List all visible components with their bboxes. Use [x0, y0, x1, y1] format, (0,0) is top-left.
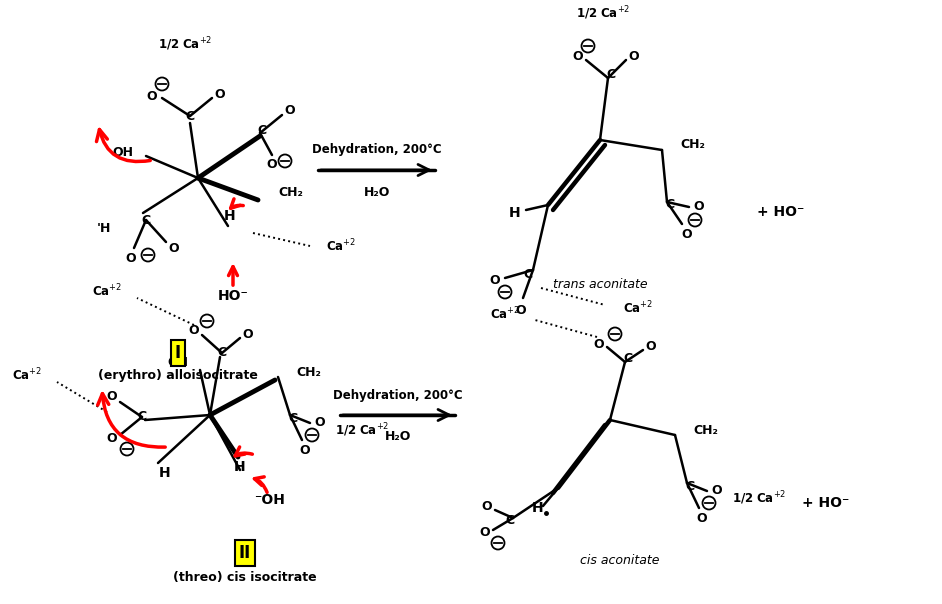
Text: C: C	[506, 515, 514, 527]
Text: Ca$^{+2}$: Ca$^{+2}$	[92, 283, 122, 300]
Text: C: C	[665, 199, 674, 211]
Text: O: O	[515, 303, 527, 316]
Text: O: O	[284, 104, 295, 118]
Text: Dehydration, 200°C: Dehydration, 200°C	[312, 144, 442, 156]
Text: O: O	[315, 417, 325, 429]
Text: 1/2 Ca$^{+2}$: 1/2 Ca$^{+2}$	[335, 421, 389, 439]
Text: Dehydration, 200°C: Dehydration, 200°C	[333, 388, 463, 402]
Text: CH₂: CH₂	[278, 185, 303, 199]
Text: O: O	[243, 329, 253, 341]
Text: C: C	[686, 480, 694, 492]
Text: OH: OH	[112, 147, 133, 159]
Text: O: O	[645, 341, 657, 353]
Text: ⁻OH: ⁻OH	[254, 493, 285, 507]
Text: O: O	[697, 513, 707, 525]
Text: O: O	[479, 527, 491, 539]
Text: O: O	[125, 251, 137, 265]
Text: I: I	[175, 344, 181, 362]
Text: C: C	[288, 411, 298, 425]
Text: CH₂: CH₂	[296, 365, 321, 379]
Text: H: H	[224, 209, 236, 223]
Text: CH₂: CH₂	[680, 138, 705, 152]
Text: C: C	[257, 124, 267, 138]
Text: H: H	[235, 460, 246, 474]
Text: (erythro) alloisocitrate: (erythro) alloisocitrate	[98, 370, 258, 382]
Text: Ca$^{+2}$: Ca$^{+2}$	[490, 306, 520, 323]
Text: Ca$^{+2}$: Ca$^{+2}$	[12, 367, 42, 384]
Text: O: O	[106, 432, 118, 446]
Text: C: C	[218, 347, 227, 359]
Text: H: H	[159, 466, 171, 480]
Text: H₂O: H₂O	[364, 185, 390, 199]
Text: C: C	[607, 68, 615, 82]
Text: C: C	[138, 411, 147, 423]
Text: 1/2 Ca$^{+2}$: 1/2 Ca$^{+2}$	[732, 489, 787, 507]
Text: C: C	[624, 353, 633, 365]
Text: trans aconitate: trans aconitate	[553, 278, 647, 292]
Text: O: O	[573, 50, 583, 62]
Text: C: C	[186, 109, 195, 123]
Text: H: H	[532, 501, 544, 515]
Text: 'H: 'H	[97, 222, 111, 234]
Text: O: O	[628, 50, 640, 62]
Text: O: O	[300, 445, 310, 457]
Text: H: H	[509, 206, 520, 220]
Text: O: O	[682, 228, 692, 240]
Text: O: O	[593, 338, 605, 350]
Text: HO⁻: HO⁻	[218, 289, 249, 303]
Text: O: O	[481, 500, 493, 513]
Text: O: O	[693, 201, 705, 213]
Text: + HO⁻: + HO⁻	[802, 496, 850, 510]
Text: O: O	[712, 484, 723, 498]
Text: O: O	[147, 89, 157, 103]
Text: O: O	[106, 391, 118, 403]
Text: CH₂: CH₂	[693, 423, 718, 437]
Text: O: O	[490, 274, 500, 286]
Text: O: O	[215, 88, 225, 100]
Text: Ca$^{+2}$: Ca$^{+2}$	[326, 238, 356, 254]
Text: II: II	[239, 544, 252, 562]
Text: 1/2 Ca$^{+2}$: 1/2 Ca$^{+2}$	[158, 35, 212, 53]
Text: 1/2 Ca$^{+2}$: 1/2 Ca$^{+2}$	[576, 4, 630, 22]
Text: + HO⁻: + HO⁻	[757, 205, 804, 219]
Text: C: C	[141, 213, 151, 226]
Text: Ca$^{+2}$: Ca$^{+2}$	[623, 300, 653, 316]
Text: O: O	[169, 242, 179, 254]
Text: OH: OH	[167, 356, 188, 370]
Text: (threo) cis isocitrate: (threo) cis isocitrate	[173, 571, 317, 583]
Text: O: O	[188, 324, 200, 338]
Text: cis aconitate: cis aconitate	[580, 553, 659, 567]
Text: H₂O: H₂O	[385, 431, 412, 443]
Text: O: O	[267, 158, 277, 172]
Text: C: C	[524, 269, 532, 281]
